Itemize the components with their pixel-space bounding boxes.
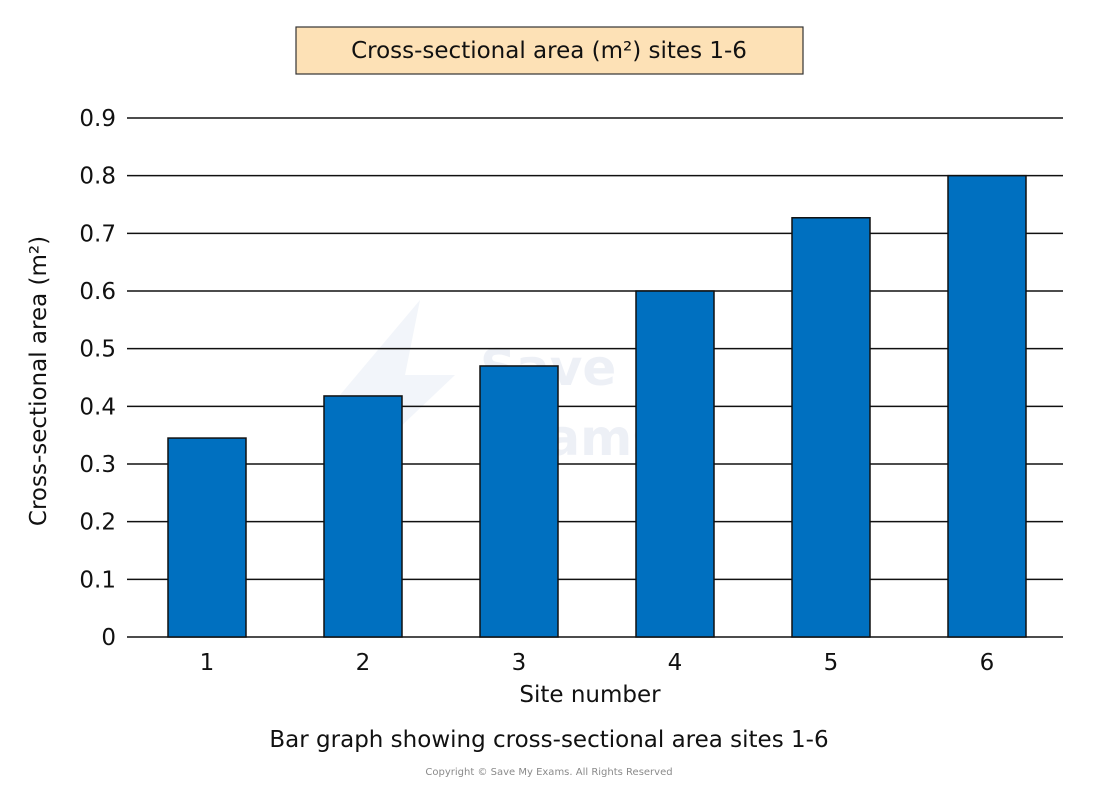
- y-tick-label: 0.4: [79, 394, 116, 420]
- bars: [167, 174, 1027, 638]
- bar-site-2: [323, 395, 403, 638]
- chart-title: Cross-sectional area (m²) sites 1-6: [351, 38, 747, 64]
- y-tick-label: 0.3: [79, 452, 116, 478]
- x-tick-labels: 1 2 3 4 5 6: [200, 650, 995, 676]
- x-tick-label: 3: [512, 650, 527, 676]
- x-tick-label: 2: [356, 650, 371, 676]
- x-tick-label: 4: [668, 650, 683, 676]
- bar-site-3: [479, 365, 559, 638]
- bar-site-6: [947, 174, 1027, 638]
- chart-title-background: [295, 26, 804, 75]
- y-tick-label: 0.9: [79, 106, 116, 132]
- copyright-notice: Copyright © Save My Exams. All Rights Re…: [425, 767, 672, 778]
- y-tick-label: 0.6: [79, 279, 116, 305]
- watermark-bolt-icon: [340, 300, 455, 470]
- y-tick-label: 0.8: [79, 164, 116, 190]
- bar-site-5: [791, 217, 871, 638]
- x-axis-label: Site number: [519, 682, 661, 708]
- y-tick-label: 0: [101, 625, 116, 651]
- gridlines: [127, 117, 1063, 638]
- bar-site-1: [167, 437, 247, 638]
- y-axis-label: Cross-sectional area (m²): [26, 236, 52, 526]
- y-tick-label: 0.7: [79, 221, 116, 247]
- figure-caption: Bar graph showing cross-sectional area s…: [269, 727, 828, 753]
- bar-site-4: [635, 290, 715, 638]
- y-tick-labels: 0 0.1 0.2 0.3 0.4 0.5 0.6 0.7 0.8 0.9: [79, 106, 116, 651]
- y-tick-label: 0.1: [79, 567, 116, 593]
- y-tick-label: 0.2: [79, 510, 116, 536]
- x-tick-label: 6: [980, 650, 995, 676]
- x-tick-label: 5: [824, 650, 839, 676]
- x-tick-label: 1: [200, 650, 215, 676]
- chart-title-box: Cross-sectional area (m²) sites 1-6: [295, 26, 804, 75]
- y-tick-label: 0.5: [79, 337, 116, 363]
